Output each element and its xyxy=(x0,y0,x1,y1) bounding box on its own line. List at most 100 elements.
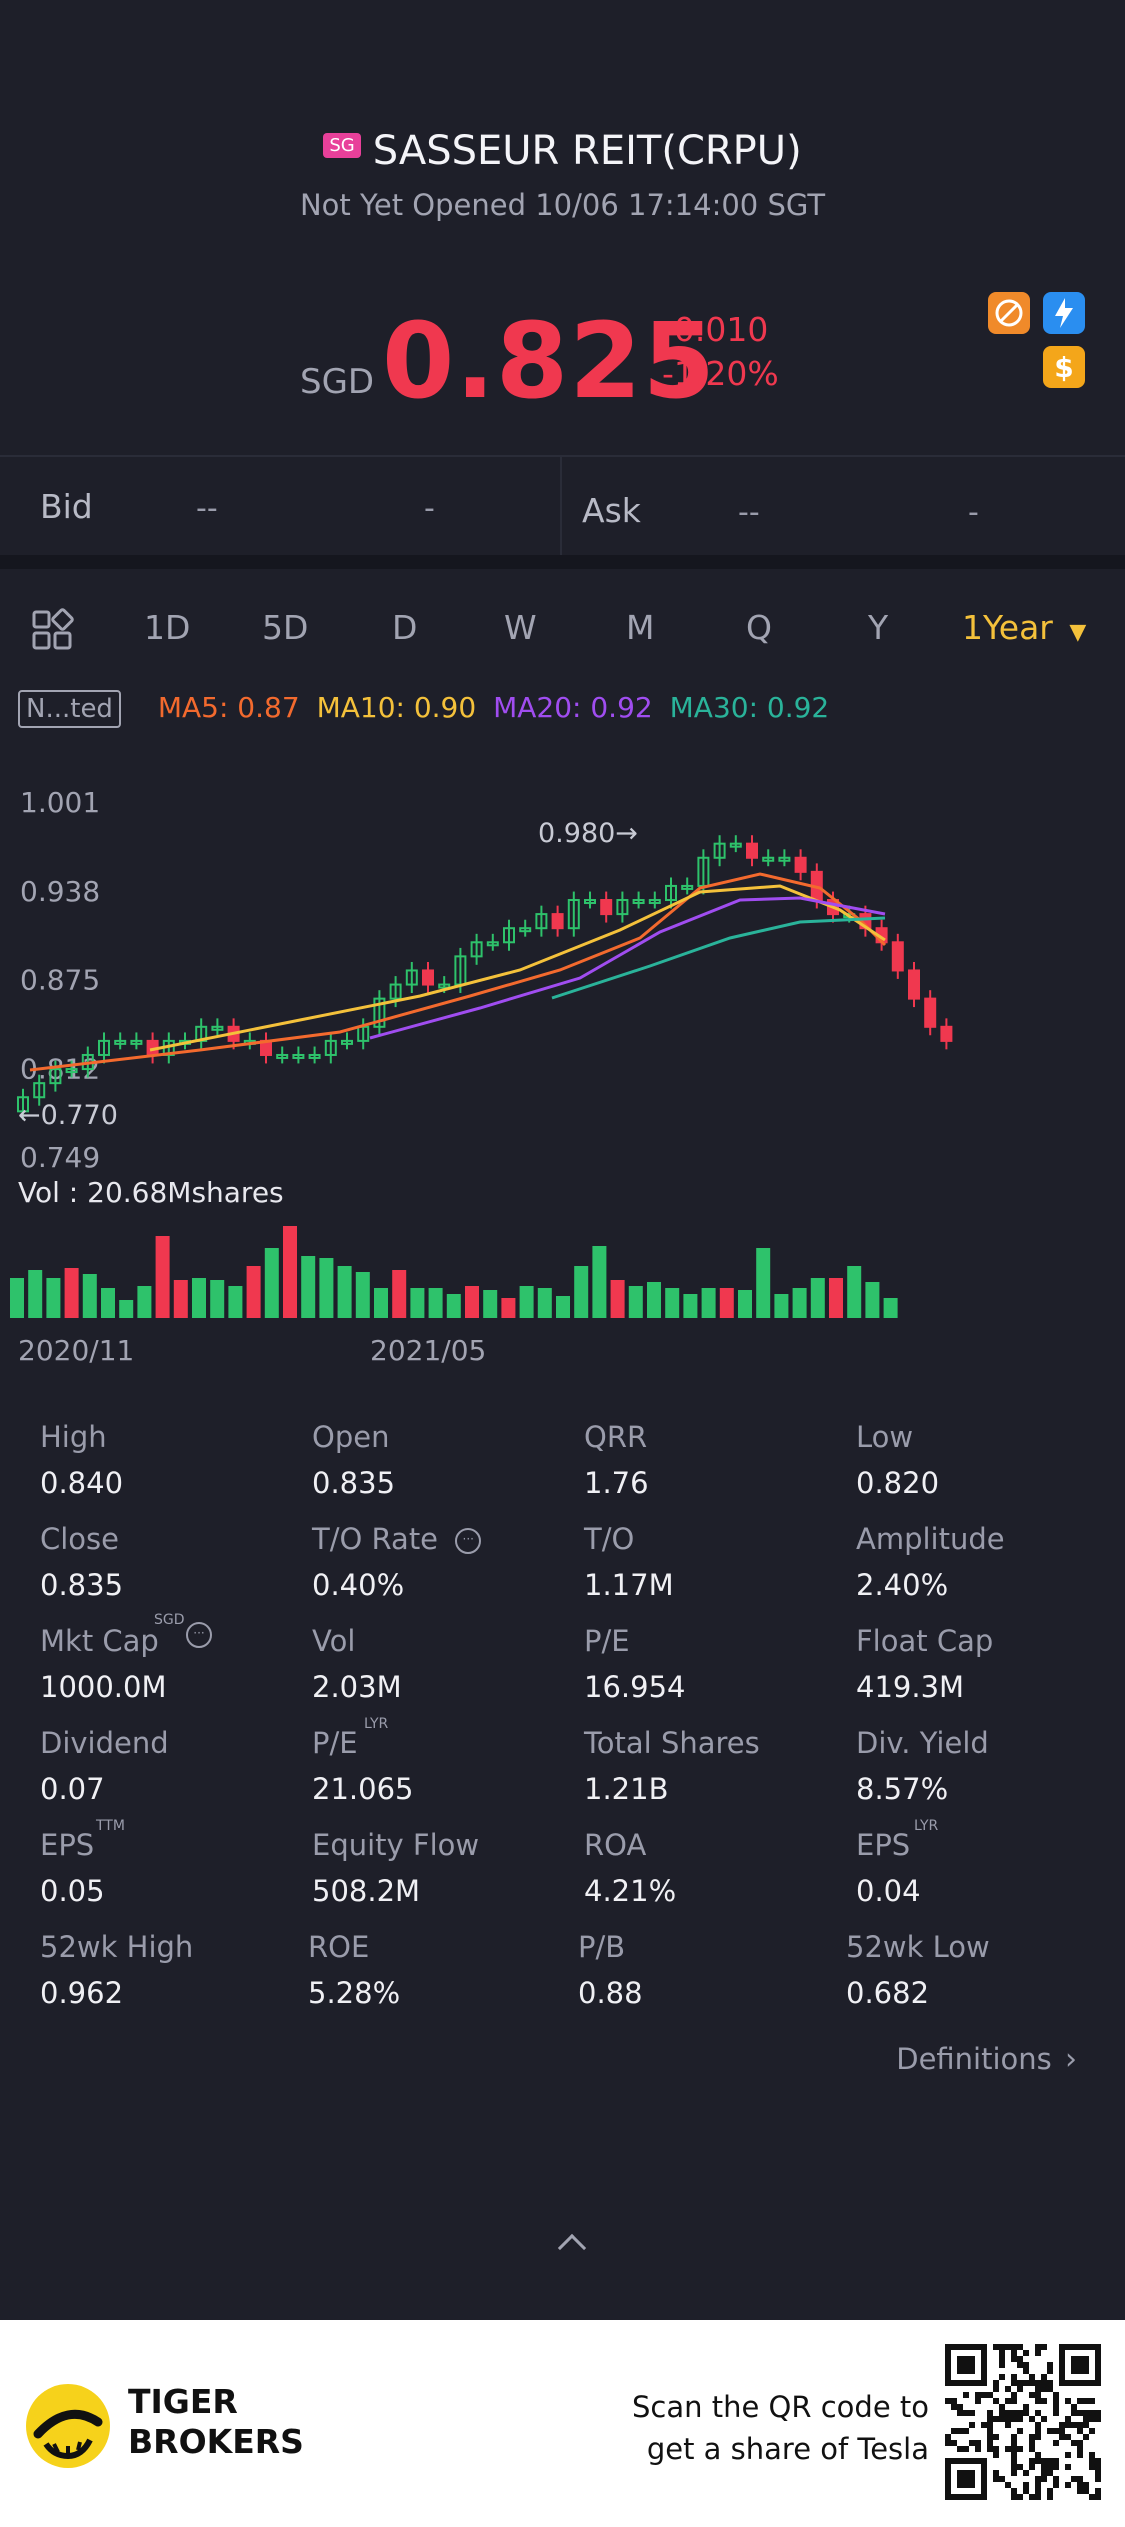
stat-to-rate-label: T/O Rate ··· xyxy=(312,1522,482,1556)
more-info-icon[interactable]: ··· xyxy=(186,1622,212,1648)
candle xyxy=(33,1082,46,1099)
qr-module xyxy=(1035,2458,1041,2464)
volume-bar xyxy=(137,1286,152,1318)
qr-module xyxy=(1065,2434,1071,2440)
stat-qrr-value: 1.76 xyxy=(584,1466,649,1500)
candle xyxy=(665,884,677,902)
qr-module xyxy=(1017,2344,1023,2350)
tab-1year[interactable]: 1Year ▼ xyxy=(962,608,1086,647)
ma30-line xyxy=(551,916,886,1000)
qr-module xyxy=(1041,2380,1047,2386)
volume-bar xyxy=(610,1280,625,1318)
candle xyxy=(292,1053,305,1059)
qr-module xyxy=(1083,2422,1089,2428)
stat-roe-value: 5.28% xyxy=(308,1976,401,2010)
qr-module xyxy=(1029,2380,1035,2386)
volume-bar xyxy=(264,1248,279,1318)
stat-to-rate-text: T/O Rate xyxy=(312,1522,439,1556)
qr-module xyxy=(957,2404,963,2410)
qr-module xyxy=(1041,2470,1047,2476)
candle xyxy=(891,941,904,972)
volume-bar xyxy=(28,1270,43,1318)
ask-price: -- xyxy=(738,495,760,530)
volume-bar xyxy=(574,1266,589,1318)
qr-module xyxy=(1077,2440,1083,2446)
qr-module xyxy=(1041,2464,1047,2470)
volume-bar xyxy=(792,1288,807,1318)
tab-w[interactable]: W xyxy=(504,608,537,647)
qr-code[interactable] xyxy=(945,2344,1101,2500)
definitions-label: Definitions xyxy=(896,2042,1052,2076)
flash-icon[interactable] xyxy=(1043,292,1085,334)
qr-module xyxy=(987,2422,993,2428)
candle xyxy=(65,1068,78,1074)
candle xyxy=(276,1053,289,1059)
stat-open-value: 0.835 xyxy=(312,1466,396,1500)
stock-title[interactable]: SASSEUR REIT(CRPU) xyxy=(372,128,802,174)
qr-module xyxy=(1017,2386,1023,2392)
tab-1d[interactable]: 1D xyxy=(144,608,191,647)
qr-module xyxy=(987,2434,993,2440)
market-badge: SG xyxy=(323,132,361,158)
qr-module xyxy=(1095,2410,1101,2416)
ask-label: Ask xyxy=(582,491,641,530)
qr-finder xyxy=(1071,2356,1089,2374)
qr-module xyxy=(1095,2458,1101,2464)
qr-module xyxy=(1023,2380,1029,2386)
stat-equity-flow-value: 508.2M xyxy=(312,1874,421,1908)
volume-bar xyxy=(355,1272,370,1318)
candle xyxy=(762,856,775,862)
qr-module xyxy=(1083,2416,1089,2422)
qr-module xyxy=(1035,2392,1041,2398)
more-info-icon[interactable]: ··· xyxy=(455,1528,482,1554)
volume-bar xyxy=(64,1268,79,1318)
qr-module xyxy=(1011,2470,1017,2476)
definitions-link[interactable]: Definitions › xyxy=(896,2042,1077,2077)
qr-module xyxy=(1089,2464,1095,2470)
qr-module xyxy=(1011,2392,1017,2398)
volume-bar xyxy=(173,1280,188,1318)
qr-module xyxy=(1053,2464,1059,2470)
qr-module xyxy=(1065,2422,1071,2428)
stat-float-cap-value: 419.3M xyxy=(856,1670,965,1704)
tab-q[interactable]: Q xyxy=(746,608,772,647)
stat-roe-label: ROE xyxy=(308,1930,370,1964)
no-trade-icon[interactable] xyxy=(988,292,1030,334)
candle xyxy=(422,969,434,986)
price-chart[interactable]: 1.001 0.938 0.875 0.812 0.749 0.980→ ←0.770 Vol… xyxy=(0,770,1125,1370)
qr-module xyxy=(993,2446,999,2452)
qr-module xyxy=(1041,2344,1047,2350)
qr-module xyxy=(1017,2464,1023,2470)
adjust-tag[interactable]: N...ted xyxy=(18,690,121,728)
qr-module xyxy=(987,2428,993,2434)
brand-name: TIGER BROKERS xyxy=(128,2382,304,2462)
qr-module xyxy=(1011,2464,1017,2470)
grid-view-icon[interactable] xyxy=(30,608,74,656)
candle xyxy=(681,884,694,890)
candle xyxy=(324,1039,337,1056)
stat-eps-ttm-value: 0.05 xyxy=(40,1874,105,1908)
y-tick-label: 1.001 xyxy=(20,786,100,819)
candle xyxy=(729,842,742,848)
volume-bar xyxy=(628,1286,643,1318)
dollar-icon[interactable]: $ xyxy=(1043,346,1085,388)
qr-module xyxy=(993,2434,999,2440)
qr-module xyxy=(1017,2416,1023,2422)
qr-module xyxy=(999,2404,1005,2410)
chevron-up-icon[interactable] xyxy=(557,2233,587,2263)
tab-y[interactable]: Y xyxy=(868,608,889,647)
tab-5d[interactable]: 5D xyxy=(262,608,309,647)
qr-module xyxy=(1011,2452,1017,2458)
ma30-label: MA30: 0.92 xyxy=(669,691,830,724)
qr-module xyxy=(957,2428,963,2434)
qr-module xyxy=(1023,2410,1029,2416)
tab-d[interactable]: D xyxy=(392,608,418,647)
stat-equity-flow-label: Equity Flow xyxy=(312,1828,480,1862)
qr-module xyxy=(1095,2476,1101,2482)
tab-m[interactable]: M xyxy=(626,608,655,647)
volume-bar xyxy=(738,1290,752,1318)
qr-module xyxy=(1035,2344,1041,2350)
stat-vol-value: 2.03M xyxy=(312,1670,402,1704)
qr-module xyxy=(1011,2398,1017,2404)
stat-eps-lyr-sup: LYR xyxy=(914,1818,939,1834)
